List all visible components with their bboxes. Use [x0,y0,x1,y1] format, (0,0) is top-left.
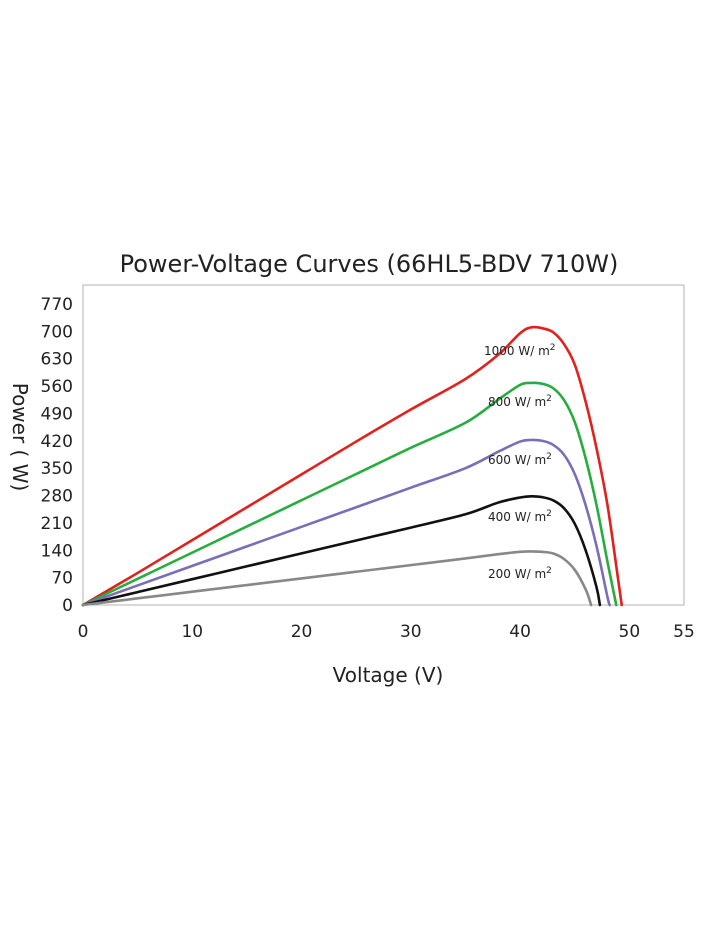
curve-label-text: 1000 W/ m [484,344,550,358]
curve-line [81,325,624,607]
x-axis-ticks: 0 10 20 30 40 50 55 [78,622,695,642]
y-tick-label: 280 [41,487,73,507]
x-tick-label: 50 [619,622,641,642]
x-tick-label: 20 [291,622,313,642]
y-tick-label: 700 [41,322,73,342]
curve-label-superscript: 2 [546,566,552,576]
y-tick-label: 140 [41,541,73,561]
curve-line [81,494,602,607]
curve-line [81,381,618,607]
curve-label-text: 600 W/ m [488,453,546,467]
y-tick-label: 490 [41,404,73,424]
x-tick-label: 30 [400,622,422,642]
x-tick-label: 0 [78,622,89,642]
curve-label: 600 W/ m2 [488,452,552,467]
curve-label-superscript: 2 [546,509,552,519]
curve-label-text: 400 W/ m [488,510,546,524]
y-tick-label: 420 [41,432,73,452]
curve-label-superscript: 2 [546,452,552,462]
curve-line [81,438,611,607]
y-tick-label: 630 [41,350,73,370]
y-tick-label: 770 [41,295,73,315]
y-tick-label: 560 [41,377,73,397]
curve-label-text: 800 W/ m [488,395,546,409]
x-tick-label: 40 [509,622,531,642]
curve-line [81,550,593,607]
curve-label: 800 W/ m2 [488,394,552,409]
y-tick-label: 210 [41,514,73,534]
y-axis-ticks: 0 70 140 210 280 350 420 490 560 630 700 770 [41,295,73,616]
x-tick-label: 55 [673,622,695,642]
y-axis-label: Power ( W) [8,383,32,492]
curve-label: 200 W/ m2 [488,566,552,581]
curves-group [81,325,624,607]
y-tick-label: 70 [51,569,73,589]
curve-label: 1000 W/ m2 [484,343,556,358]
y-tick-label: 0 [62,596,73,616]
x-axis-label: Voltage (V) [333,663,444,687]
curve-label-superscript: 2 [550,343,556,353]
x-tick-label: 10 [181,622,203,642]
curve-label: 400 W/ m2 [488,509,552,524]
chart-title: Power-Voltage Curves (66HL5-BDV 710W) [120,250,619,278]
curve-label-superscript: 2 [546,394,552,404]
curve-label-text: 200 W/ m [488,567,546,581]
y-tick-label: 350 [41,459,73,479]
plot-frame [82,284,685,606]
